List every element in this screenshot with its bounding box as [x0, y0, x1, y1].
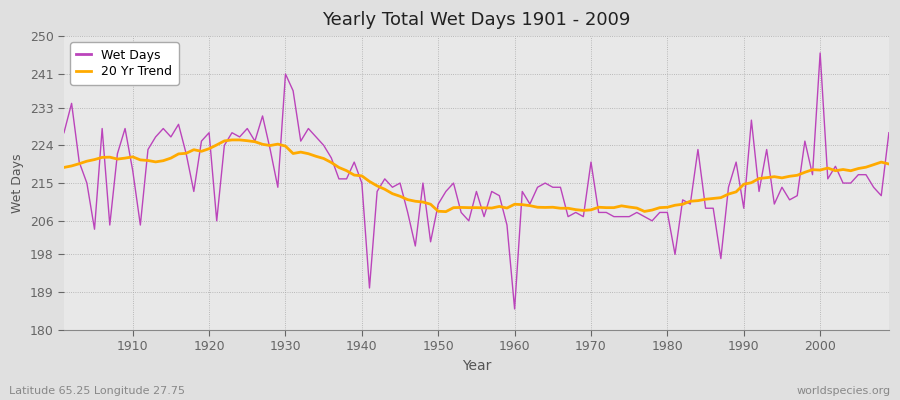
20 Yr Trend [517, 202, 527, 207]
20 Yr Trend [295, 150, 306, 154]
Line: 20 Yr Trend: 20 Yr Trend [64, 140, 889, 212]
20 Yr Trend [227, 138, 238, 142]
Wet Days [814, 51, 825, 56]
Wet Days [509, 306, 520, 311]
Wet Days [120, 126, 130, 131]
Legend: Wet Days, 20 Yr Trend: Wet Days, 20 Yr Trend [70, 42, 179, 85]
Wet Days [288, 88, 299, 93]
Wet Days [501, 223, 512, 228]
Wet Days [58, 130, 69, 135]
Wet Days [884, 130, 895, 135]
Wet Days [517, 189, 527, 194]
20 Yr Trend [884, 162, 895, 166]
20 Yr Trend [341, 168, 352, 173]
20 Yr Trend [58, 165, 69, 170]
Title: Yearly Total Wet Days 1901 - 2009: Yearly Total Wet Days 1901 - 2009 [322, 11, 631, 29]
Line: Wet Days: Wet Days [64, 53, 889, 309]
20 Yr Trend [525, 203, 535, 208]
X-axis label: Year: Year [462, 359, 491, 373]
20 Yr Trend [440, 209, 451, 214]
Wet Days [608, 214, 619, 219]
Wet Days [334, 176, 345, 181]
Text: Latitude 65.25 Longitude 27.75: Latitude 65.25 Longitude 27.75 [9, 386, 185, 396]
Text: worldspecies.org: worldspecies.org [796, 386, 891, 396]
Y-axis label: Wet Days: Wet Days [11, 153, 24, 213]
20 Yr Trend [616, 204, 627, 208]
20 Yr Trend [120, 156, 130, 160]
